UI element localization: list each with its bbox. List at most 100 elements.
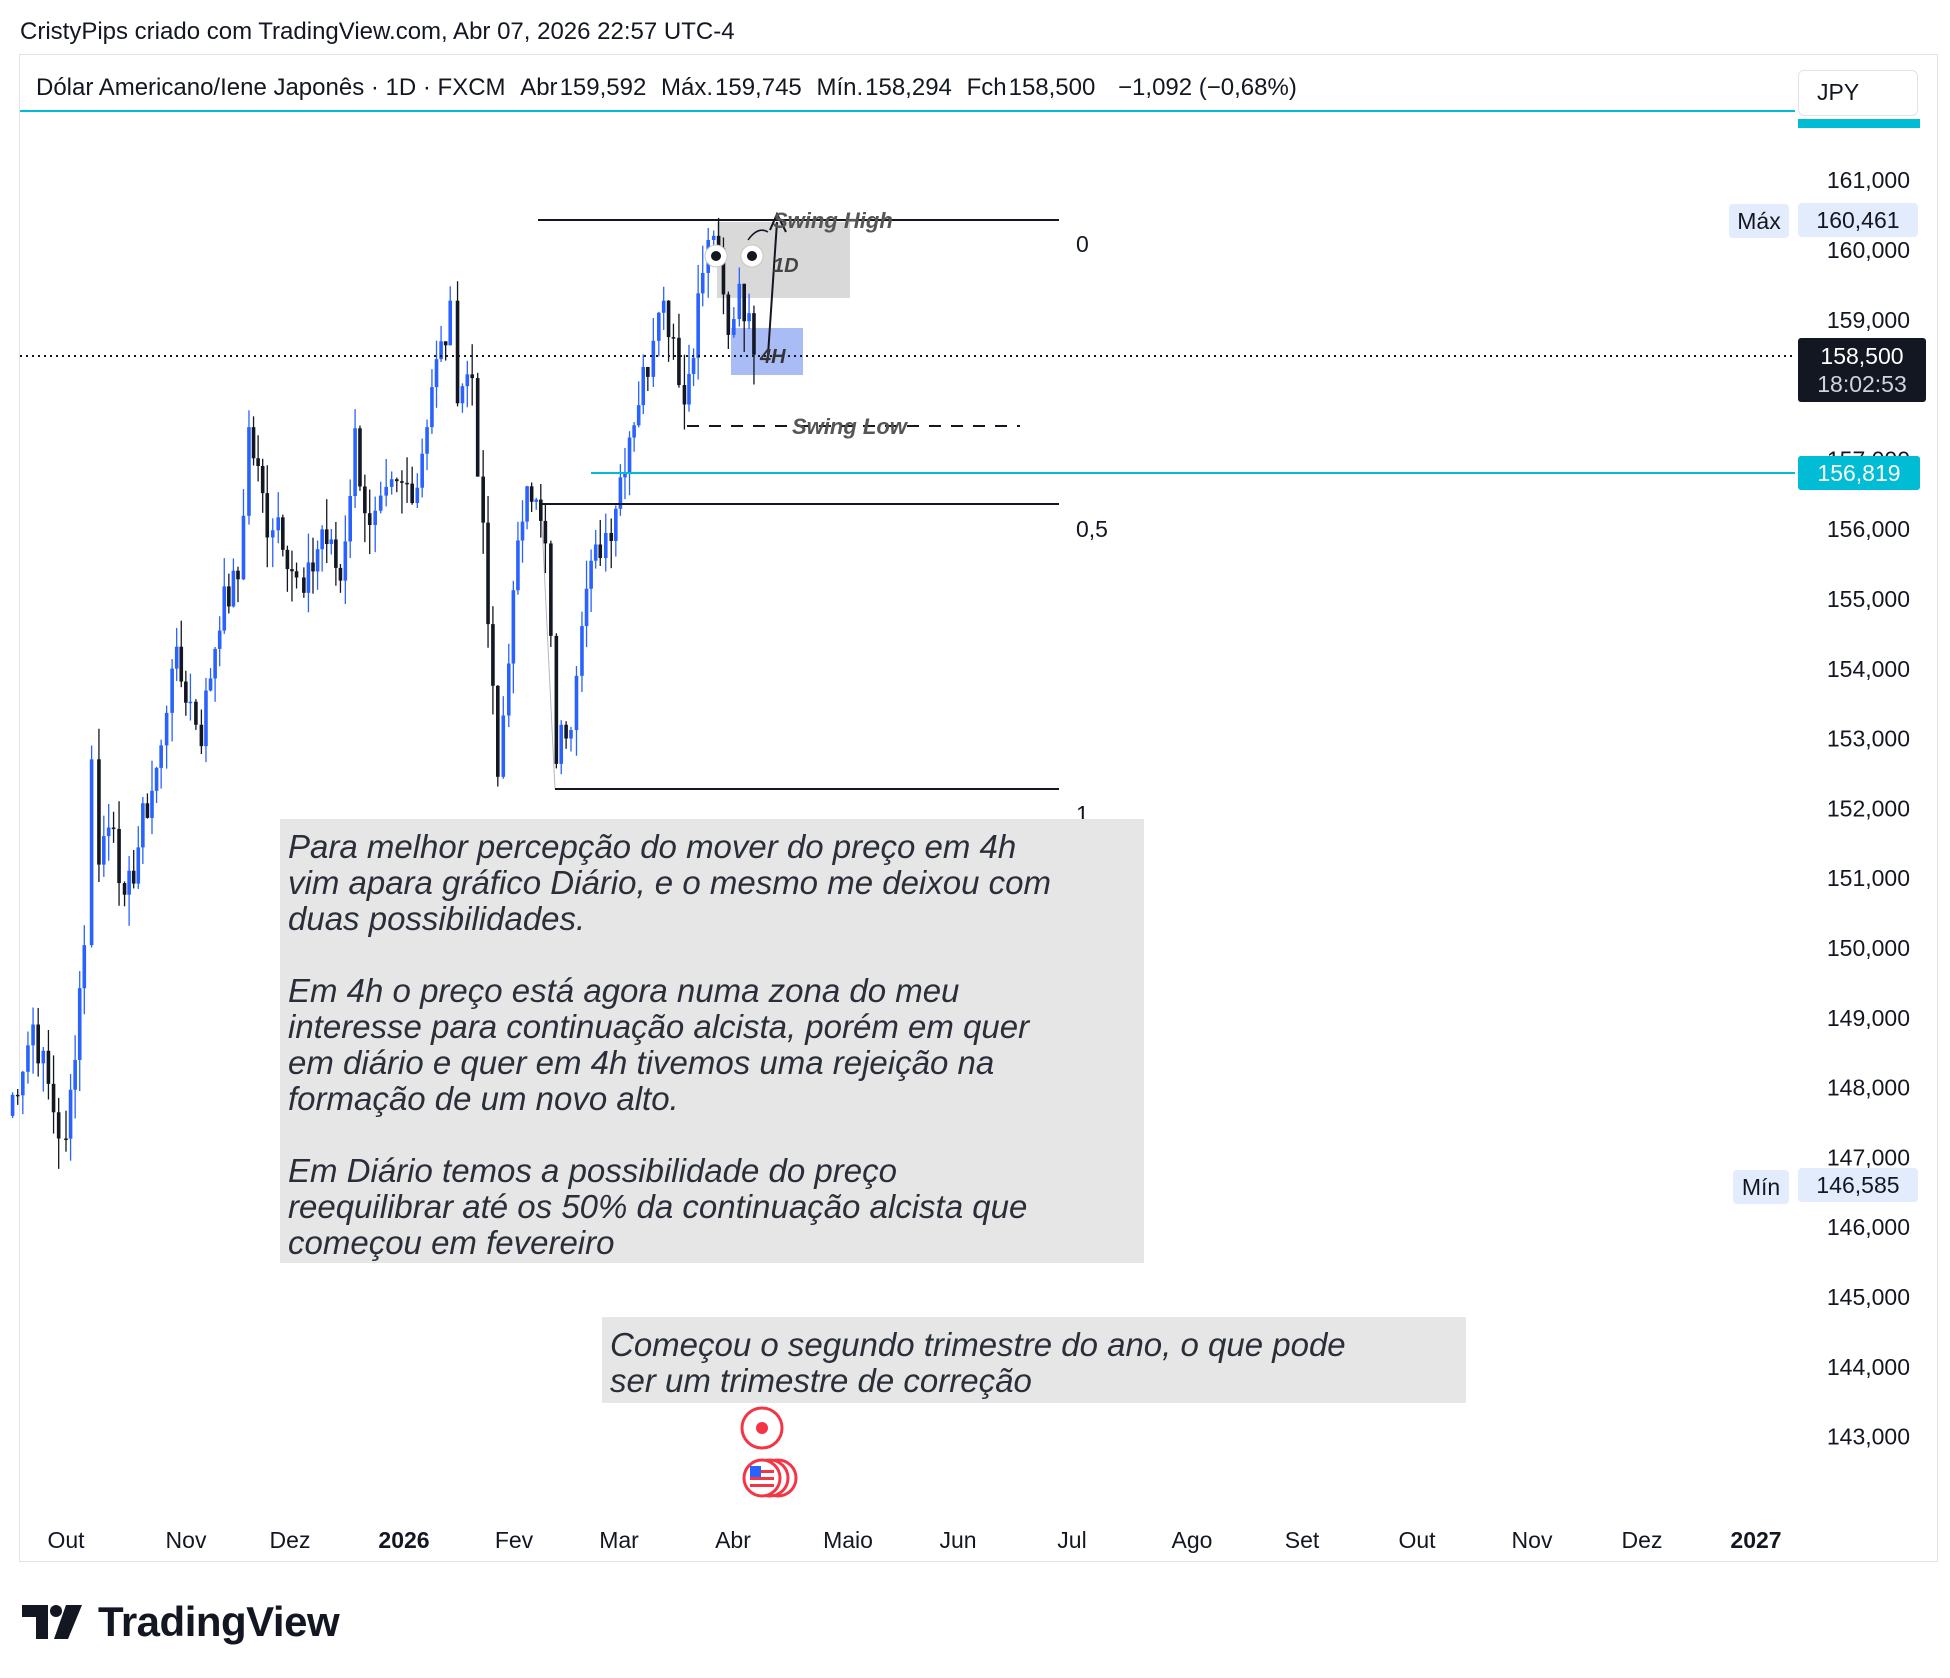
candle-body — [64, 1138, 68, 1141]
candle-body — [373, 510, 378, 526]
candle-body — [559, 724, 564, 764]
time-tick-label: Out — [1398, 1527, 1436, 1553]
candle-body — [311, 562, 315, 572]
time-tick-label: 2027 — [1730, 1527, 1781, 1553]
level-price-badge: 156,819 — [1798, 456, 1920, 490]
candle-body — [89, 759, 94, 946]
symbol-legend[interactable]: Dólar Americano/Iene Japonês · 1D · FXCM… — [36, 74, 1297, 102]
candle-body — [194, 701, 198, 725]
event-marker-icon[interactable] — [740, 1406, 784, 1450]
time-tick-label: Mar — [599, 1527, 639, 1553]
price-tick-label: 154,000 — [1827, 656, 1910, 682]
currency-button[interactable]: JPY — [1798, 70, 1918, 116]
price-tick-label: 152,000 — [1827, 795, 1910, 821]
price-tick-label: 147,000 — [1827, 1144, 1910, 1170]
candle-body — [465, 374, 470, 387]
last-price-value: 158,500 — [1820, 343, 1904, 369]
candle-body — [554, 635, 559, 764]
candle-body — [641, 366, 646, 406]
candle-body — [150, 790, 154, 818]
candle-body — [691, 357, 696, 374]
candle-body — [10, 1094, 15, 1116]
candle-body — [636, 405, 641, 426]
analysis-note[interactable]: Para melhor percepção do mover do preço … — [280, 819, 1144, 1263]
quarter-note[interactable]: Começou o segundo trimestre do ano, o qu… — [602, 1317, 1466, 1403]
candle-body — [270, 530, 275, 538]
candle-body — [208, 678, 213, 691]
price-tick-label: 148,000 — [1827, 1075, 1910, 1101]
candle-body — [111, 827, 116, 830]
candle-body — [430, 387, 434, 428]
candle-body — [290, 569, 294, 572]
time-tick-label: Abr — [715, 1527, 751, 1553]
tradingview-wordmark: TradingView — [98, 1598, 340, 1645]
candle-body — [73, 1059, 77, 1090]
candle-body — [415, 487, 420, 504]
candle-body — [491, 624, 495, 686]
candle-body — [603, 532, 608, 559]
candle-body — [405, 482, 409, 485]
zone-4h — [731, 328, 803, 375]
candle-body — [584, 588, 589, 627]
candle-body — [687, 373, 691, 405]
candle-body — [247, 427, 251, 516]
us-flag-events-icon[interactable] — [742, 1458, 798, 1498]
candle-body — [306, 562, 311, 593]
candle-body — [127, 870, 131, 895]
candle-body — [141, 803, 145, 848]
candle-body — [174, 646, 179, 669]
candle-body — [425, 427, 429, 454]
tradingview-logo[interactable]: TradingView — [22, 1598, 340, 1646]
eye-icon — [704, 244, 764, 268]
fib-anchor-line — [540, 503, 556, 790]
candle-body — [455, 300, 460, 404]
candle-body — [506, 663, 511, 716]
time-axis[interactable]: Out Nov Dez 2026 Fev Mar Abr Maio Jun Jul Ago Set Ou… — [47, 1527, 1781, 1553]
candle-body — [737, 283, 742, 320]
candle-body — [199, 724, 204, 747]
candle-body — [420, 453, 424, 488]
candle-body — [400, 481, 404, 483]
candle-body — [448, 300, 453, 346]
last-price-badge: 158,500 18:02:53 — [1798, 338, 1926, 402]
candle-body — [227, 586, 231, 607]
label-1d: 1D — [773, 255, 799, 277]
price-tick-label: 156,000 — [1827, 516, 1910, 542]
candle-body — [651, 340, 656, 377]
price-tick-label: 146,000 — [1827, 1214, 1910, 1240]
candles — [10, 217, 756, 1169]
swing-high-label: Swing High — [773, 208, 893, 233]
label-4h: 4H — [759, 346, 786, 368]
candle-body — [677, 337, 681, 386]
candle-body — [646, 366, 650, 377]
candle-body — [481, 476, 485, 523]
candle-body — [520, 521, 525, 541]
candle-body — [666, 300, 671, 338]
candle-body — [21, 1071, 25, 1096]
candle-body — [661, 300, 666, 313]
symbol-name[interactable]: Dólar Americano/Iene Japonês · 1D · FXCM — [36, 74, 506, 101]
candle-body — [353, 428, 357, 497]
candle-body — [77, 988, 82, 1060]
candle-body — [260, 466, 265, 494]
candle-body — [538, 499, 543, 521]
chart-frame — [19, 54, 1938, 1562]
candle-body — [348, 496, 353, 542]
candle-body — [170, 668, 174, 713]
candle-body — [251, 427, 256, 459]
candle-body — [543, 520, 548, 544]
candle-body — [516, 540, 520, 591]
candle-body — [496, 685, 500, 777]
price-tick-label: 151,000 — [1827, 865, 1910, 891]
candle-body — [51, 1083, 56, 1113]
swing-low-label: Swing Low — [792, 414, 909, 439]
time-tick-label: Dez — [270, 1527, 311, 1553]
candle-body — [525, 486, 529, 522]
candle-body — [726, 294, 731, 335]
candle-body — [475, 378, 480, 477]
candle-body — [623, 472, 627, 478]
time-tick-label: Out — [47, 1527, 85, 1553]
candle-body — [204, 690, 208, 747]
fib-label-05: 0,5 — [1076, 516, 1108, 542]
